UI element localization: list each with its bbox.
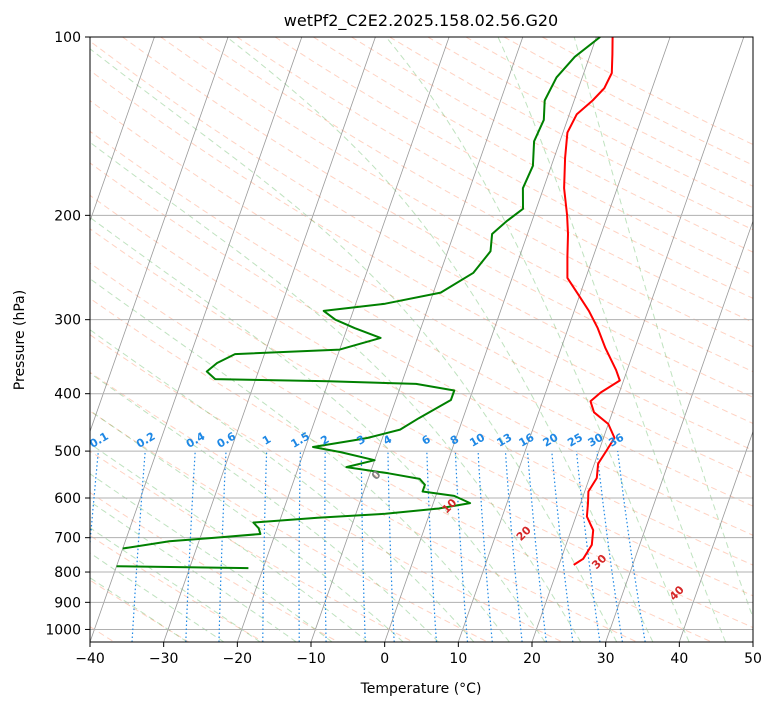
dry-adiabat-line: [90, 492, 339, 642]
temperature-line: [563, 37, 621, 566]
x-tick-label: −40: [75, 651, 105, 667]
x-tick-label: −20: [223, 651, 253, 667]
dry-adiabats: [90, 37, 753, 642]
x-tick-label: −10: [296, 651, 326, 667]
moist-adiabat-line: [90, 443, 369, 642]
isotherm-line: [90, 37, 155, 223]
isotherm-line: [236, 37, 450, 642]
y-axis-ticks: 100 200 300 400 500 600 700 800 900 1000: [45, 30, 90, 638]
dry-adiabat-line: [90, 450, 414, 642]
y-tick-label: 1000: [45, 622, 81, 638]
y-tick-label: 700: [54, 531, 81, 547]
moist-adiabat-line: [90, 372, 439, 642]
moist-adiabat-line: [226, 37, 654, 642]
dry-adiabat-line: [90, 40, 753, 425]
isotherm-line: [310, 37, 524, 642]
y-axis-title: Pressure (hPa): [12, 290, 28, 390]
mixing-ratio-line: [477, 451, 493, 642]
moist-adiabat-line: [573, 37, 753, 619]
x-tick-label: −30: [149, 651, 179, 667]
y-tick-label: 200: [54, 208, 81, 224]
x-axis-ticks: −40 −30 −20 −10 0 10 20 30 40 50: [75, 642, 762, 667]
moist-adiabats: [90, 37, 753, 642]
x-tick-label: 20: [523, 651, 541, 667]
x-axis-title: Temperature (°C): [360, 681, 482, 697]
isotherm-line: [90, 37, 229, 433]
dry-adiabat-line: [90, 228, 753, 597]
x-tick-label: 10: [449, 651, 467, 667]
moist-adiabat-line: [90, 473, 333, 642]
mixing-ratio-line: [504, 451, 523, 642]
isotherm-line: [90, 37, 303, 642]
plot-area: 0.10.20.40.611.52346810131620253036-100-…: [90, 37, 753, 642]
x-tick-label: 30: [597, 651, 615, 667]
dry-adiabat-line: [90, 99, 753, 479]
isotherm-line: [605, 219, 753, 642]
moist-adiabat-line: [90, 278, 510, 642]
moist-adiabat-line: [90, 409, 404, 642]
dry-adiabat-line: [90, 194, 753, 566]
chart-title: wetPf2_C2E2.2025.158.02.56.G20: [284, 11, 558, 31]
dewpoint-line: [122, 37, 601, 550]
mixing-ratio-line: [551, 451, 574, 642]
mixing-ratio-line: [617, 451, 646, 642]
profile-lines: [116, 37, 621, 570]
y-tick-label: 900: [54, 595, 81, 611]
x-tick-label: 0: [380, 651, 389, 667]
x-tick-label: 50: [744, 651, 762, 667]
y-tick-label: 600: [54, 491, 81, 507]
isotherm-line: [163, 37, 376, 642]
moist-adiabat-line: [90, 216, 546, 642]
dry-adiabat-line: [90, 579, 190, 642]
isotherm-line: [531, 37, 745, 642]
dry-adiabat-line: [90, 162, 753, 536]
y-tick-label: 300: [54, 313, 81, 329]
y-tick-label: 800: [54, 565, 81, 581]
dry-adiabat-line: [236, 37, 753, 323]
mixing-ratio-line: [90, 451, 99, 550]
isotherm-line: [678, 430, 753, 642]
dry-adiabat-line: [122, 37, 753, 398]
dry-adiabat-line: [274, 37, 753, 299]
mixing-ratio-line: [526, 451, 547, 642]
dewpoint-line: [116, 565, 249, 570]
moist-adiabat-line: [90, 141, 582, 642]
plot-frame: [89, 36, 754, 643]
y-tick-label: 100: [54, 30, 81, 46]
dry-adiabat-line: [90, 69, 753, 451]
moist-adiabat-line: [385, 37, 690, 642]
mixing-ratio-line: [596, 451, 623, 642]
y-tick-label: 400: [54, 387, 81, 403]
isotherm-line: [457, 37, 671, 642]
isotherm-line: [384, 37, 597, 642]
mixing-ratio-line: [575, 451, 601, 642]
dry-adiabat-line: [160, 37, 753, 373]
dry-adiabat-line: [90, 371, 563, 642]
moist-adiabat-line: [90, 48, 618, 642]
skewed-isotherms: [90, 37, 753, 642]
dry-adiabat-line: [90, 130, 753, 507]
moist-adiabat-line: [497, 37, 727, 642]
dry-adiabat-line: [90, 262, 753, 629]
mixing-ratio-lines: [90, 451, 646, 642]
dry-adiabat-line: [198, 37, 753, 348]
y-tick-label: 500: [54, 444, 81, 460]
x-tick-label: 40: [670, 651, 688, 667]
